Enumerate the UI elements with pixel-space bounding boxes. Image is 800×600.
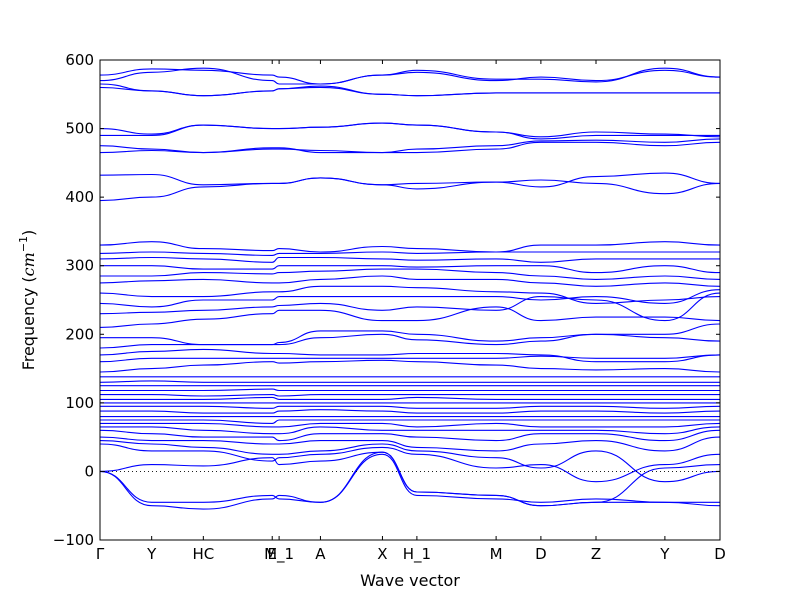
band-line — [99, 138, 721, 154]
y-tick-label: −100 — [53, 531, 94, 549]
band-line — [99, 285, 721, 304]
band-line — [99, 380, 720, 383]
x-tick-label: HC — [192, 545, 214, 563]
band-line — [99, 141, 721, 154]
x-tick-label: X — [377, 545, 387, 563]
y-axis-label-exp: −1 — [17, 236, 30, 252]
band-line — [99, 177, 721, 202]
band-line — [99, 306, 721, 328]
x-tick-label: Y — [659, 545, 670, 563]
band-line — [99, 251, 720, 256]
band-line — [99, 354, 721, 363]
band-line — [99, 426, 721, 435]
band-line — [99, 359, 721, 373]
band-line — [99, 122, 721, 138]
band-line — [99, 333, 721, 349]
band-line — [100, 268, 721, 280]
band-line — [99, 86, 720, 97]
bands-layer — [99, 67, 721, 510]
band-line — [99, 275, 721, 287]
x-tick-label: A — [315, 545, 326, 563]
x-axis-label: Wave vector — [360, 571, 460, 590]
y-tick-label: 0 — [84, 462, 94, 480]
band-line — [99, 241, 721, 253]
band-line — [100, 396, 720, 400]
y-tick-label: 600 — [65, 51, 94, 69]
x-tick-label: M — [490, 545, 503, 563]
band-line — [99, 419, 720, 424]
y-ticks: −100 0 100 200 300 400 500 600 — [53, 51, 720, 549]
y-tick-label: 300 — [65, 257, 94, 275]
x-tick-label: D — [535, 545, 547, 563]
band-line — [99, 292, 721, 322]
band-line — [99, 429, 721, 442]
band-line — [99, 436, 721, 452]
band-line — [99, 394, 720, 397]
band-line — [99, 440, 721, 483]
x-tick-label: E — [267, 545, 276, 563]
y-tick-label: 200 — [65, 325, 94, 343]
band-line — [99, 443, 721, 483]
x-tick-label: M_1 — [264, 545, 294, 564]
band-line — [99, 289, 721, 308]
x-tick-label: H_1 — [403, 545, 431, 564]
band-line — [99, 453, 721, 507]
band-line — [99, 409, 721, 414]
band-line — [99, 83, 720, 97]
band-line — [100, 388, 720, 392]
y-axis-label-close: ) — [19, 230, 38, 236]
band-line — [99, 172, 721, 188]
x-tick-label: Γ — [96, 545, 105, 563]
band-line — [99, 256, 720, 263]
x-tick-label: D — [714, 545, 726, 563]
band-line — [99, 422, 721, 428]
x-ticks: Γ Y HC EM_1 A X H_1 M D Z Y D — [96, 60, 726, 564]
x-tick-label: Y — [146, 545, 157, 563]
y-axis-label-unit: cm — [19, 252, 38, 276]
band-line — [100, 323, 721, 346]
y-axis-label-text: Frequency — [19, 283, 38, 371]
band-line — [100, 405, 721, 409]
band-line — [99, 67, 721, 85]
plot-frame — [99, 59, 721, 541]
y-axis-label-open: ( — [19, 276, 38, 282]
y-tick-label: 400 — [65, 188, 94, 206]
band-line — [99, 451, 721, 507]
y-tick-label: 100 — [65, 394, 94, 412]
y-tick-label: 500 — [65, 120, 94, 138]
x-tick-label: Z — [591, 545, 601, 563]
y-axis-label: Frequency (cm−1) — [17, 230, 38, 371]
band-line — [100, 265, 721, 274]
band-line — [99, 348, 721, 363]
